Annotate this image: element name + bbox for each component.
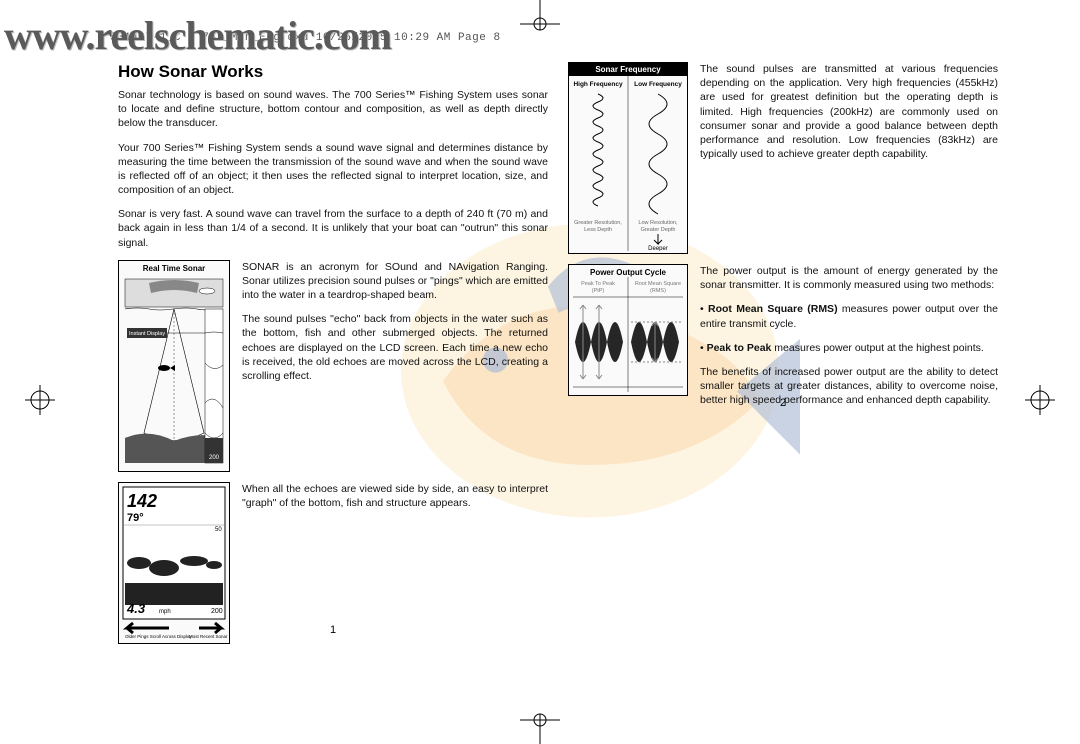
para: When all the echoes are viewed side by s…	[242, 482, 548, 510]
svg-text:Greater Depth: Greater Depth	[641, 227, 676, 233]
svg-text:High Frequency: High Frequency	[573, 81, 623, 88]
svg-text:4.3: 4.3	[126, 601, 146, 616]
para: Sonar is very fast. A sound wave can tra…	[118, 207, 548, 250]
para: Your 700 Series™ Fishing System sends a …	[118, 141, 548, 198]
svg-text:Low Frequency: Low Frequency	[634, 81, 682, 88]
para: Sonar technology is based on sound waves…	[118, 88, 548, 131]
svg-text:Less Depth: Less Depth	[584, 227, 612, 233]
page-1: How Sonar Works Sonar technology is base…	[118, 58, 548, 654]
figure-title: Power Output Cycle	[569, 268, 687, 277]
figure-title: Sonar Frequency	[569, 63, 687, 76]
svg-text:79°: 79°	[127, 512, 144, 524]
para: The sound pulses are transmitted at vari…	[700, 62, 998, 161]
figure-realtime-sonar: Real Time Sonar 200	[118, 260, 230, 472]
figure-sonar-frequency: Sonar Frequency High Frequency Low Frequ…	[568, 62, 688, 254]
bullet: • Root Mean Square (RMS) measures power …	[700, 302, 998, 330]
para: The sound pulses "echo" back from object…	[242, 312, 548, 383]
svg-text:Instant Display: Instant Display	[129, 331, 165, 337]
page-number: 2	[568, 397, 998, 409]
bullet: • Peak to Peak measures power output at …	[700, 341, 998, 355]
figure-power-output: Power Output Cycle Peak To Peak (PtP) Ro…	[568, 264, 688, 396]
svg-text:142: 142	[127, 491, 157, 511]
svg-text:Greater Resolution,: Greater Resolution,	[574, 220, 622, 226]
svg-text:mph: mph	[159, 609, 171, 615]
svg-text:(PtP): (PtP)	[592, 288, 605, 294]
page-number: 1	[118, 624, 548, 636]
page-2: Sonar Frequency High Frequency Low Frequ…	[568, 58, 998, 427]
para: SONAR is an acronym for SOund and NAviga…	[242, 260, 548, 303]
svg-text:Peak To Peak: Peak To Peak	[581, 281, 615, 287]
section-title: How Sonar Works	[118, 62, 548, 82]
para: The power output is the amount of energy…	[700, 264, 998, 292]
svg-text:50: 50	[215, 527, 222, 533]
svg-text:200: 200	[211, 608, 223, 615]
svg-text:Deeper: Deeper	[648, 246, 668, 251]
svg-text:Root Mean Square: Root Mean Square	[635, 281, 681, 287]
svg-text:(RMS): (RMS)	[650, 288, 666, 294]
svg-text:200: 200	[209, 455, 220, 461]
svg-text:Low Resolution,: Low Resolution,	[638, 220, 678, 226]
figure-sonar-graph: 142 79° 50 4.3 mph 200 Older Pings Scr	[118, 482, 230, 644]
figure-title: Real Time Sonar	[119, 264, 229, 273]
watermark-url: www.reelschematic.com	[4, 12, 391, 59]
